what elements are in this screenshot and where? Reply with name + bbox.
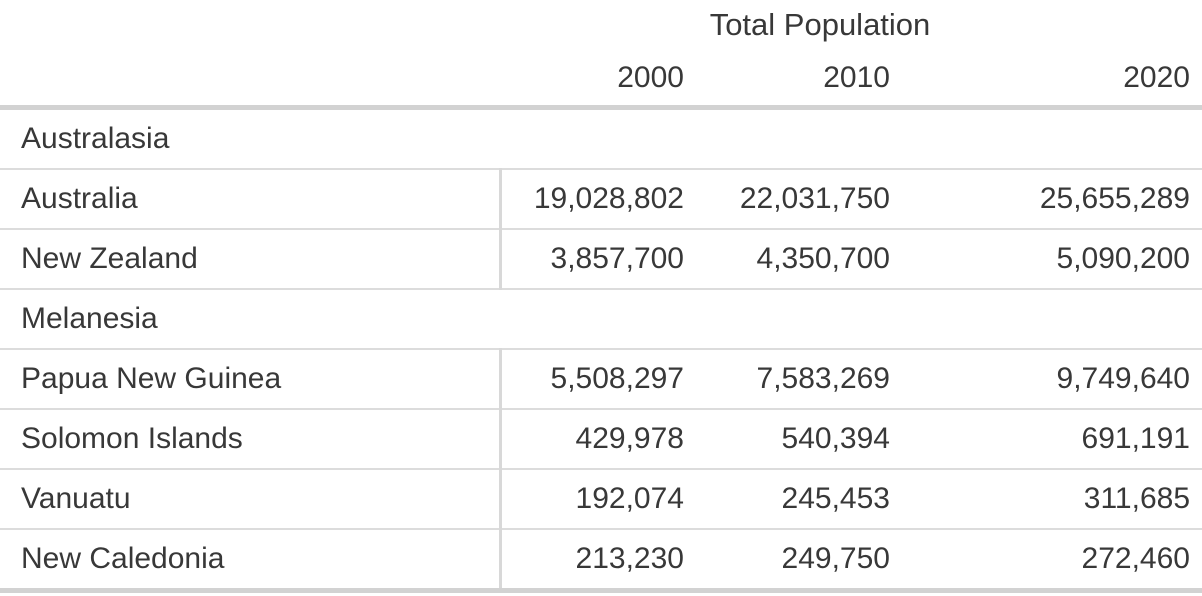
- table-row-papua-new-guinea: Papua New Guinea 5,508,297 7,583,269 9,7…: [0, 349, 1202, 410]
- population-value-2020: 5,090,200: [902, 229, 1202, 290]
- country-label: New Caledonia: [0, 529, 502, 593]
- table-body: Australasia Australia 19,028,802 22,031,…: [0, 107, 1202, 593]
- population-value-2000: 429,978: [500, 409, 696, 470]
- table-row-vanuatu: Vanuatu 192,074 245,453 311,685: [0, 469, 1202, 530]
- population-value-2010: 7,583,269: [696, 349, 902, 410]
- section-label: Australasia: [0, 107, 1202, 170]
- population-value-2010: 4,350,700: [696, 229, 902, 290]
- corner-spacer: [0, 0, 500, 50]
- table-row-solomon-islands: Solomon Islands 429,978 540,394 691,191: [0, 409, 1202, 470]
- table-row-new-caledonia: New Caledonia 213,230 249,750 272,460: [0, 529, 1202, 593]
- population-value-2020: 691,191: [902, 409, 1202, 470]
- year-header-row: 2000 2010 2020: [0, 50, 1202, 110]
- country-label: Solomon Islands: [0, 409, 502, 470]
- population-value-2020: 9,749,640: [902, 349, 1202, 410]
- year-header-2000: 2000: [500, 50, 696, 110]
- year-header-2020: 2020: [902, 50, 1202, 110]
- population-value-2000: 213,230: [500, 529, 696, 593]
- table-title: Total Population: [709, 7, 931, 42]
- population-value-2010: 245,453: [696, 469, 902, 530]
- year-header-2010: 2010: [696, 50, 902, 110]
- population-value-2020: 272,460: [902, 529, 1202, 593]
- section-label: Melanesia: [0, 289, 1202, 350]
- table-header: Total Population 2000 2010 2020: [0, 0, 1202, 110]
- population-value-2020: 25,655,289: [902, 169, 1202, 230]
- section-row-australasia: Australasia: [0, 107, 1202, 170]
- title-row: Total Population: [0, 0, 1202, 50]
- table-row-new-zealand: New Zealand 3,857,700 4,350,700 5,090,20…: [0, 229, 1202, 290]
- population-value-2010: 22,031,750: [696, 169, 902, 230]
- population-value-2000: 192,074: [500, 469, 696, 530]
- population-value-2000: 3,857,700: [500, 229, 696, 290]
- country-label: Papua New Guinea: [0, 349, 502, 410]
- country-label: Vanuatu: [0, 469, 502, 530]
- population-value-2000: 5,508,297: [500, 349, 696, 410]
- country-label: Australia: [0, 169, 502, 230]
- population-value-2010: 249,750: [696, 529, 902, 593]
- population-value-2000: 19,028,802: [500, 169, 696, 230]
- table-row-australia: Australia 19,028,802 22,031,750 25,655,2…: [0, 169, 1202, 230]
- population-value-2020: 311,685: [902, 469, 1202, 530]
- population-value-2010: 540,394: [696, 409, 902, 470]
- row-label-column-header: [0, 50, 500, 110]
- country-label: New Zealand: [0, 229, 502, 290]
- section-row-melanesia: Melanesia: [0, 289, 1202, 350]
